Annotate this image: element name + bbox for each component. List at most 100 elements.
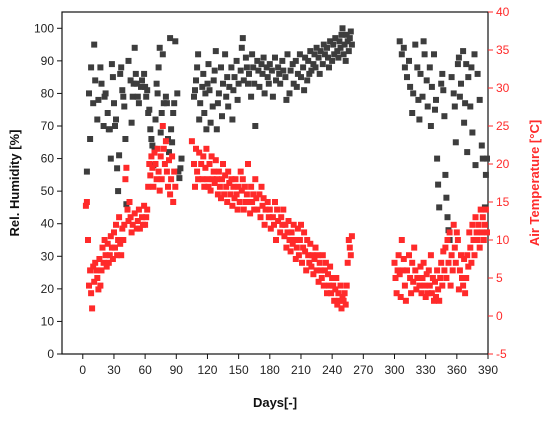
humidity-point bbox=[277, 80, 284, 87]
temperature-point bbox=[148, 153, 155, 160]
humidity-point bbox=[233, 57, 240, 64]
temperature-point bbox=[412, 267, 419, 274]
humidity-point bbox=[202, 90, 209, 97]
humidity-point bbox=[122, 136, 129, 142]
temperature-point bbox=[463, 275, 470, 281]
humidity-point bbox=[476, 96, 483, 103]
temperature-point bbox=[286, 237, 293, 243]
humidity-point bbox=[109, 74, 116, 81]
temperature-point bbox=[324, 290, 330, 297]
temperature-point bbox=[278, 214, 285, 221]
y-right-tick-label: 15 bbox=[496, 195, 510, 209]
humidity-point bbox=[160, 100, 167, 107]
temperature-point bbox=[339, 294, 346, 300]
data-points-layer bbox=[82, 25, 490, 312]
humidity-point bbox=[249, 51, 256, 58]
humidity-point bbox=[174, 90, 181, 97]
humidity-point bbox=[315, 54, 322, 61]
humidity-point bbox=[343, 31, 350, 38]
temperature-point bbox=[100, 259, 107, 266]
humidity-point bbox=[317, 48, 324, 55]
temperature-point bbox=[345, 237, 352, 243]
humidity-point bbox=[264, 74, 271, 81]
y-right-tick-label: 0 bbox=[496, 309, 503, 323]
temperature-point bbox=[461, 256, 468, 262]
temperature-point bbox=[250, 191, 257, 198]
humidity-point bbox=[224, 74, 231, 81]
humidity-point bbox=[234, 96, 241, 103]
temperature-point bbox=[99, 244, 106, 251]
temperature-point bbox=[424, 290, 431, 297]
humidity-point bbox=[158, 110, 165, 116]
humidity-point bbox=[152, 116, 159, 123]
humidity-point bbox=[409, 110, 416, 116]
humidity-point bbox=[118, 64, 125, 71]
temperature-point bbox=[147, 172, 154, 179]
humidity-point bbox=[283, 96, 290, 103]
humidity-point bbox=[98, 80, 105, 87]
humidity-point bbox=[88, 64, 95, 71]
humidity-point bbox=[339, 25, 346, 32]
humidity-point bbox=[205, 61, 212, 68]
temperature-point bbox=[401, 282, 408, 289]
humidity-point bbox=[121, 103, 128, 110]
temperature-point bbox=[404, 267, 410, 274]
temperature-point bbox=[167, 191, 174, 198]
humidity-point bbox=[320, 41, 327, 48]
temperature-point bbox=[414, 275, 421, 281]
temperature-point bbox=[196, 149, 203, 156]
humidity-point bbox=[111, 100, 117, 107]
humidity-point bbox=[305, 57, 312, 64]
humidity-point bbox=[472, 162, 479, 169]
temperature-point bbox=[305, 252, 312, 259]
temperature-point bbox=[256, 191, 263, 198]
x-tick-label: 330 bbox=[416, 363, 436, 377]
temperature-point bbox=[455, 286, 462, 293]
temperature-point bbox=[146, 161, 153, 167]
temperature-point bbox=[96, 256, 103, 262]
temperature-point bbox=[433, 294, 439, 300]
temperature-point bbox=[200, 153, 207, 160]
temperature-point bbox=[318, 275, 325, 281]
temperature-point bbox=[204, 176, 211, 183]
humidity-point bbox=[340, 51, 347, 58]
y-left-tick-label: 90 bbox=[41, 54, 55, 68]
humidity-point bbox=[125, 57, 132, 64]
x-tick-label: 0 bbox=[79, 363, 86, 377]
humidity-point bbox=[194, 64, 201, 71]
humidity-point bbox=[444, 214, 451, 221]
y-right-tick-label: 5 bbox=[496, 271, 503, 285]
temperature-point bbox=[464, 252, 471, 259]
humidity-point bbox=[119, 87, 126, 94]
humidity-point bbox=[296, 51, 303, 58]
humidity-point bbox=[332, 35, 339, 42]
humidity-point bbox=[169, 139, 176, 146]
temperature-point bbox=[303, 267, 310, 274]
humidity-point bbox=[228, 64, 235, 71]
temperature-point bbox=[441, 267, 448, 274]
temperature-point bbox=[216, 183, 223, 190]
humidity-point bbox=[442, 171, 449, 178]
humidity-point bbox=[467, 103, 474, 110]
humidity-point bbox=[344, 38, 351, 45]
temperature-point bbox=[210, 168, 217, 175]
humidity-point bbox=[290, 80, 297, 87]
temperature-point bbox=[271, 221, 277, 228]
humidity-point bbox=[261, 90, 268, 97]
temperature-point bbox=[400, 256, 407, 262]
humidity-point bbox=[448, 74, 455, 81]
temperature-point bbox=[145, 183, 152, 190]
humidity-point bbox=[478, 142, 485, 149]
y-right-tick-label: 30 bbox=[496, 81, 510, 95]
humidity-point bbox=[273, 77, 279, 84]
temperature-point bbox=[199, 176, 206, 183]
humidity-point bbox=[404, 74, 410, 81]
humidity-point bbox=[162, 93, 169, 100]
humidity-point bbox=[474, 70, 481, 77]
temperature-point bbox=[348, 233, 355, 240]
humidity-point bbox=[325, 54, 331, 61]
temperature-point bbox=[114, 252, 121, 259]
temperature-point bbox=[475, 221, 482, 228]
temperature-point bbox=[280, 206, 287, 213]
humidity-point bbox=[203, 126, 210, 133]
